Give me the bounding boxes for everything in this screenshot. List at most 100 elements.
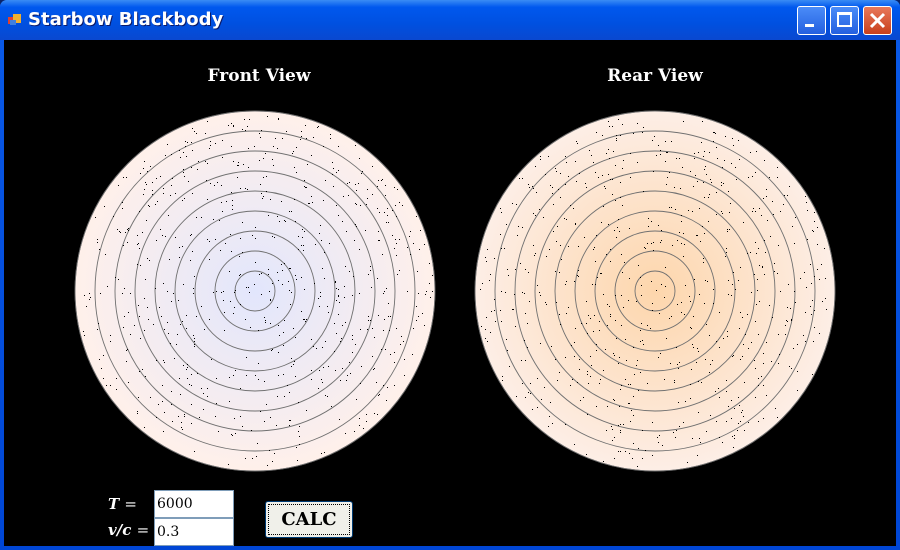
star-dot (291, 366, 292, 367)
star-dot (661, 230, 662, 231)
star-dot (170, 343, 171, 344)
star-dot (183, 284, 184, 285)
star-dot (719, 397, 720, 398)
star-dot (622, 205, 623, 206)
star-dot (417, 271, 418, 272)
velocity-input[interactable] (154, 518, 234, 546)
star-dot (327, 396, 328, 397)
star-dot (694, 279, 695, 280)
star-dot (356, 204, 357, 205)
star-dot (501, 291, 502, 292)
star-dot (609, 126, 610, 127)
star-dot (137, 413, 138, 414)
star-dot (625, 379, 626, 380)
star-dot (209, 148, 210, 149)
star-dot (712, 360, 713, 361)
star-dot (231, 192, 232, 193)
star-dot (360, 383, 361, 384)
disc-ring (534, 170, 776, 412)
star-dot (198, 161, 199, 162)
star-dot (637, 466, 638, 467)
star-dot (171, 404, 172, 405)
star-dot (514, 294, 515, 295)
star-dot (235, 370, 236, 371)
title-bar[interactable]: Starbow Blackbody (0, 0, 900, 40)
star-dot (709, 194, 710, 195)
star-dot (229, 271, 230, 272)
star-dot (791, 319, 792, 320)
star-dot (625, 339, 626, 340)
star-dot (620, 135, 621, 136)
star-dot (232, 209, 233, 210)
star-dot (302, 237, 303, 238)
star-dot (304, 186, 305, 187)
maximize-button[interactable] (830, 6, 859, 35)
star-dot (755, 321, 756, 322)
star-dot (672, 245, 673, 246)
star-dot (661, 284, 662, 285)
star-dot (432, 291, 433, 292)
star-dot (344, 297, 345, 298)
star-dot (632, 458, 633, 459)
star-dot (144, 189, 145, 190)
star-dot (640, 341, 641, 342)
star-dot (797, 344, 798, 345)
star-dot (295, 275, 296, 276)
star-dot (524, 293, 525, 294)
star-dot (330, 138, 331, 139)
star-dot (113, 216, 114, 217)
star-dot (266, 176, 267, 177)
star-dot (272, 236, 273, 237)
star-dot (783, 204, 784, 205)
star-dot (578, 276, 579, 277)
star-dot (318, 388, 319, 389)
star-dot (681, 302, 682, 303)
star-dot (233, 161, 234, 162)
temperature-input[interactable] (154, 490, 234, 518)
star-dot (500, 208, 501, 209)
star-dot (162, 401, 163, 402)
star-dot (761, 215, 762, 216)
star-dot (221, 202, 222, 203)
star-dot (328, 366, 329, 367)
star-dot (325, 180, 326, 181)
star-dot (774, 263, 775, 264)
star-dot (570, 205, 571, 206)
star-dot (761, 376, 762, 377)
star-dot (678, 402, 679, 403)
star-dot (144, 427, 145, 428)
star-dot (648, 218, 649, 219)
star-dot (645, 450, 646, 451)
star-dot (762, 267, 763, 268)
star-dot (197, 169, 198, 170)
star-dot (167, 291, 168, 292)
star-dot (366, 421, 367, 422)
star-dot (221, 292, 222, 293)
star-dot (429, 263, 430, 264)
star-dot (793, 348, 794, 349)
star-dot (596, 132, 597, 133)
star-dot (215, 143, 216, 144)
star-dot (144, 330, 145, 331)
star-dot (660, 242, 661, 243)
disc-ring (614, 250, 696, 332)
star-dot (565, 284, 566, 285)
star-dot (535, 215, 536, 216)
star-dot (698, 152, 699, 153)
star-dot (733, 272, 734, 273)
calc-button[interactable]: CALC (265, 501, 353, 538)
star-dot (366, 414, 367, 415)
star-dot (330, 134, 331, 135)
star-dot (619, 231, 620, 232)
star-dot (295, 337, 296, 338)
star-dot (345, 322, 346, 323)
minimize-button[interactable] (797, 6, 826, 35)
star-dot (301, 136, 302, 137)
star-dot (527, 347, 528, 348)
star-dot (500, 234, 501, 235)
close-button[interactable] (863, 6, 892, 35)
star-dot (386, 222, 387, 223)
star-dot (313, 137, 314, 138)
star-dot (671, 316, 672, 317)
star-dot (588, 315, 589, 316)
